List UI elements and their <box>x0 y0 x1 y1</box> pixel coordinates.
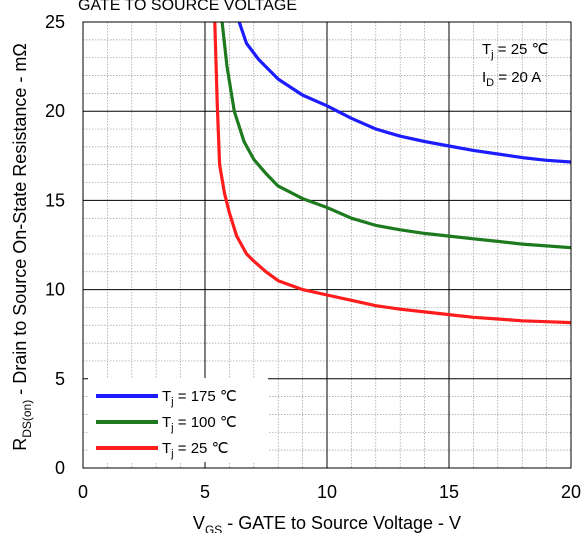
series-line-100 <box>220 21 572 250</box>
y-tick-label: 15 <box>45 190 65 210</box>
legend-label-100-sub: j <box>170 422 173 434</box>
series-line-25 <box>213 21 572 325</box>
legend-label-25-main: T <box>162 440 171 457</box>
x-tick-label: 10 <box>317 482 337 502</box>
y-tick-label: 25 <box>45 12 65 32</box>
legend: Tj = 175 ℃ Tj = 100 ℃ Tj = 25 ℃ <box>88 378 268 462</box>
annotation-id: ID = 20 A <box>482 69 541 89</box>
x-tick-label: 15 <box>439 482 459 502</box>
y-axis-title-sub: DS(on) <box>20 400 34 438</box>
x-axis-title-rest: - GATE to Source Voltage - V <box>222 513 461 533</box>
y-tick-labels: 0 5 10 15 20 25 <box>45 12 65 478</box>
x-tick-label: 5 <box>200 482 210 502</box>
y-axis-title: RDS(on) - Drain to Source On-State Resis… <box>10 43 34 451</box>
annotation-tj-sub: j <box>490 49 493 61</box>
legend-label-100: Tj = 100 ℃ <box>162 414 237 434</box>
chart-title: GATE TO SOURCE VOLTAGE <box>78 0 297 14</box>
y-tick-label: 0 <box>55 458 65 478</box>
legend-label-25-rest: = 25 ℃ <box>174 440 229 457</box>
legend-label-175-main: T <box>162 388 171 405</box>
plot-frame <box>82 21 572 469</box>
x-axis-title: VGS - GATE to Source Voltage - V <box>193 513 461 533</box>
legend-label-175: Tj = 175 ℃ <box>162 388 237 408</box>
x-tick-labels: 0 5 10 15 20 <box>78 482 581 502</box>
x-axis-title-sub: GS <box>205 523 222 533</box>
annotation-tj-main: T <box>482 41 491 58</box>
y-tick-label: 5 <box>55 369 65 389</box>
x-tick-label: 0 <box>78 482 88 502</box>
y-tick-label: 20 <box>45 101 65 121</box>
annotation-id-sub: D <box>486 77 494 89</box>
annotation-tj: Tj = 25 ℃ <box>482 41 548 61</box>
legend-label-175-rest: = 175 ℃ <box>174 388 237 405</box>
annotation-id-main: I <box>482 69 486 86</box>
y-axis-title-rest: - Drain to Source On-State Resistance - … <box>10 43 30 400</box>
series-line-175 <box>237 21 572 164</box>
legend-label-100-main: T <box>162 414 171 431</box>
y-tick-label: 10 <box>45 280 65 300</box>
legend-label-100-rest: = 100 ℃ <box>174 414 237 431</box>
series-layer <box>213 21 572 325</box>
annotation-tj-rest: = 25 ℃ <box>494 41 549 58</box>
legend-label-25: Tj = 25 ℃ <box>162 440 228 460</box>
legend-label-175-sub: j <box>170 396 173 408</box>
x-tick-label: 20 <box>561 482 581 502</box>
y-axis-title-main: R <box>10 438 30 451</box>
annotation-id-rest: = 20 A <box>494 69 541 86</box>
legend-label-25-sub: j <box>170 448 173 460</box>
x-axis-title-main: V <box>193 513 205 533</box>
conditions-annotation: Tj = 25 ℃ ID = 20 A <box>482 41 548 89</box>
